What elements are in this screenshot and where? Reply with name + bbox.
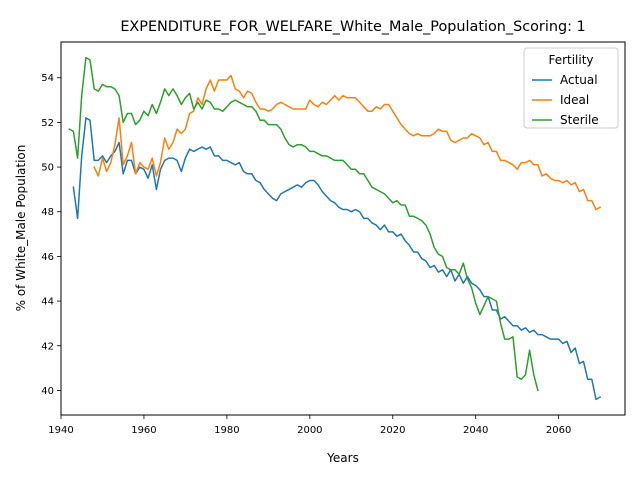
x-tick-label: 1960 <box>131 425 156 436</box>
x-tick-label: 2020 <box>380 425 405 436</box>
legend-label-sterile: Sterile <box>560 113 599 127</box>
x-axis-label: Years <box>326 451 359 465</box>
y-tick-label: 48 <box>41 207 54 218</box>
y-tick-label: 44 <box>41 297 54 308</box>
y-tick-label: 46 <box>41 252 54 263</box>
x-tick-label: 1940 <box>48 425 73 436</box>
series-line-sterile <box>68 56 539 392</box>
plot-area-frame <box>60 41 626 416</box>
legend-label-ideal: Ideal <box>560 93 589 107</box>
y-axis: 40 42 44 46 48 50 52 54 <box>41 73 61 397</box>
x-tick-label: 2040 <box>463 425 488 436</box>
y-tick-label: 40 <box>41 386 54 397</box>
series-layer <box>68 56 602 401</box>
legend-title: Fertility <box>548 53 593 67</box>
series-line-ideal <box>93 74 602 211</box>
legend: Fertility Actual Ideal Sterile <box>523 47 619 129</box>
x-tick-label: 2060 <box>546 425 571 436</box>
y-tick-label: 52 <box>41 118 54 129</box>
legend-entries: Actual Ideal Sterile <box>532 73 599 127</box>
x-axis: 1940 1960 1980 2000 2020 2040 2060 <box>48 415 571 436</box>
y-tick-label: 42 <box>41 341 54 352</box>
y-tick-label: 54 <box>41 73 54 84</box>
legend-label-actual: Actual <box>560 73 598 87</box>
y-tick-label: 50 <box>41 163 54 174</box>
x-tick-label: 2000 <box>297 425 322 436</box>
y-axis-label: % of White_Male Population <box>14 145 28 312</box>
x-tick-label: 1980 <box>214 425 239 436</box>
series-line-actual <box>72 117 602 401</box>
legend-box <box>523 47 619 129</box>
chart-title: EXPENDITURE_FOR_WELFARE_White_Male_Popul… <box>120 19 585 35</box>
